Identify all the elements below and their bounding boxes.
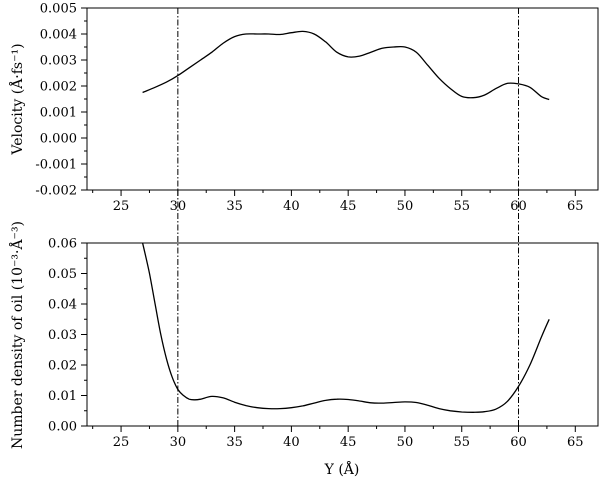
bottom-reference-lines: [177, 190, 520, 426]
bottom-tick-marks: [81, 242, 576, 432]
y-tick-label: 0.003: [40, 54, 77, 69]
y-tick-label: 0.001: [40, 106, 77, 121]
y-tick-label: 0.02: [48, 359, 77, 374]
y-tick-label: 0.004: [40, 28, 77, 43]
top-y-tick-labels: -0.002 -0.001 0.000 0.001 0.002 0.003 0.004 0.0…: [35, 2, 77, 199]
x-tick-label: 25: [113, 435, 130, 450]
x-tick-label: 45: [340, 435, 357, 450]
x-tick-label: 40: [283, 435, 300, 450]
y-tick-label: 0.005: [40, 2, 77, 17]
y-tick-label: 0.000: [40, 132, 77, 147]
x-tick-label: 65: [567, 199, 584, 214]
x-tick-label: 50: [397, 199, 414, 214]
top-tick-marks: [81, 7, 576, 196]
top-reference-lines: [177, 8, 520, 190]
y-tick-label: 0.03: [48, 328, 77, 343]
y-tick-label: -0.002: [35, 184, 77, 199]
y-tick-label: 0.00: [48, 420, 77, 435]
y-tick-label: 0.01: [48, 389, 77, 404]
x-tick-label: 55: [453, 199, 470, 214]
x-axis-title: Y (Å): [324, 460, 360, 478]
y-tick-label: 0.06: [48, 237, 77, 252]
velocity-line: [142, 30, 550, 101]
oil-density-line: [141, 242, 550, 413]
bottom-x-tick-labels: 25 30 35 40 45 50 55 60 65: [113, 435, 584, 450]
y-tick-label: -0.001: [35, 158, 77, 173]
x-tick-label: 35: [226, 435, 243, 450]
x-tick-label: 60: [510, 435, 527, 450]
bottom-y-axis-title: Number density of oil (10⁻³·Å⁻³): [8, 221, 26, 449]
x-tick-label: 55: [453, 435, 470, 450]
y-tick-label: 0.002: [40, 80, 77, 95]
y-tick-label: 0.05: [48, 267, 77, 282]
bottom-y-tick-labels: 0.00 0.01 0.02 0.03 0.04 0.05 0.06: [48, 237, 77, 435]
x-tick-label: 35: [226, 199, 243, 214]
top-x-tick-labels: 25 30 35 40 45 50 55 60 65: [113, 199, 584, 214]
x-tick-label: 50: [397, 435, 414, 450]
top-plot-frame: [86, 7, 599, 191]
x-tick-label: 30: [170, 435, 187, 450]
x-tick-label: 65: [567, 435, 584, 450]
top-y-axis-title: Velocity (Å·fs⁻¹): [8, 43, 26, 155]
x-tick-label: 25: [113, 199, 130, 214]
y-tick-label: 0.04: [48, 298, 77, 313]
x-tick-label: 40: [283, 199, 300, 214]
x-tick-label: 45: [340, 199, 357, 214]
